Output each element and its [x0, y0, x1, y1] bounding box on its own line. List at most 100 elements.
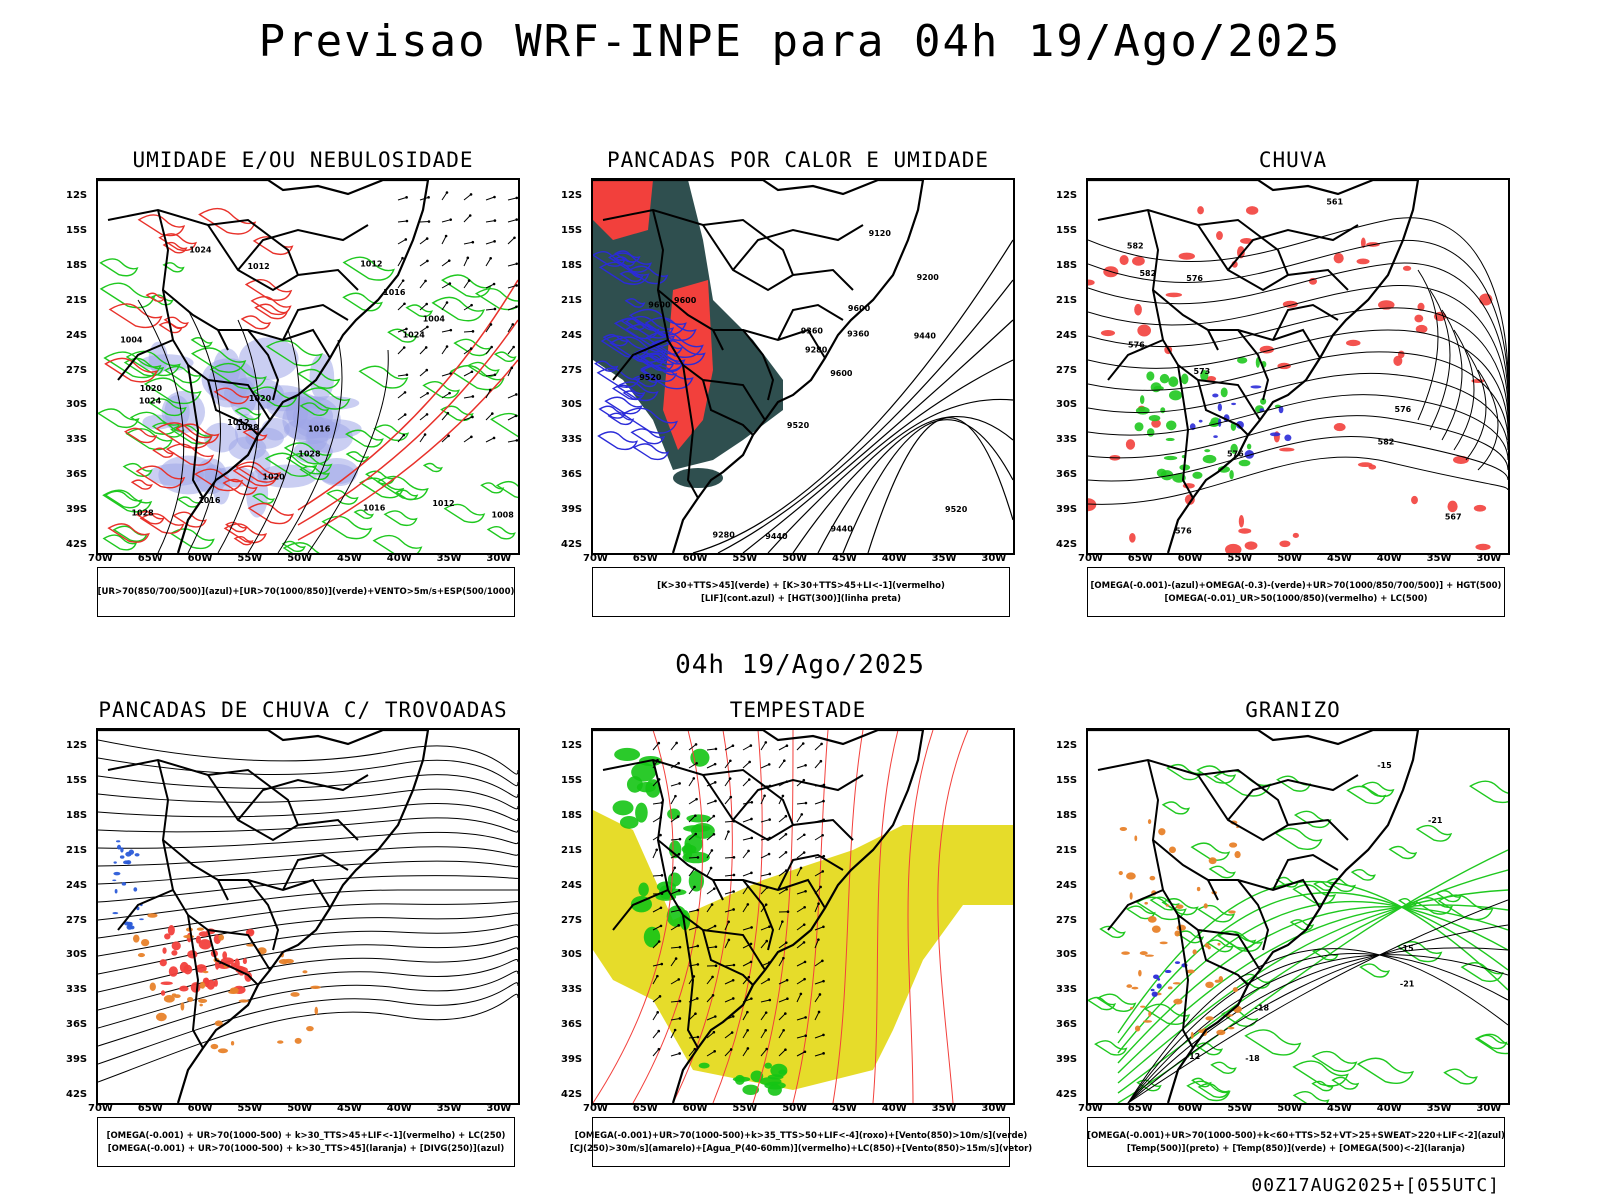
temp-500-line: [1127, 924, 1508, 1103]
wind-vector: [468, 214, 472, 217]
wind-850-area: [645, 779, 661, 798]
lif-contour: [624, 298, 646, 308]
wind-vector: [441, 346, 448, 355]
wind-vector: [742, 837, 752, 841]
rain-area: [1333, 253, 1344, 264]
omega-strong-area: [1236, 421, 1244, 429]
thickness-contour: [135, 510, 165, 525]
latitude-label: 21S: [66, 844, 88, 856]
wind-vector: [747, 975, 751, 979]
humidity-low-contour: [299, 402, 330, 416]
humidity-low-contour: [234, 407, 262, 421]
state-border: [742, 878, 826, 909]
omega-area: [1200, 370, 1209, 381]
rain-area: [1356, 258, 1370, 265]
wind-vector: [425, 368, 429, 372]
wind-vector: [706, 867, 712, 877]
state-border: [732, 224, 864, 271]
hail-area: [1150, 988, 1155, 992]
wind-vector: [470, 370, 474, 374]
latitude-label: 12S: [66, 190, 88, 201]
wind-vector: [728, 777, 732, 780]
wind-vector: [652, 963, 662, 967]
temp-500-line: [1127, 899, 1508, 1103]
temp-850-line: [1117, 904, 1508, 1074]
temp-850-contour: [1094, 1040, 1128, 1056]
omega-500-area: [1139, 951, 1148, 956]
divergence-area: [112, 912, 119, 915]
omega-500-area: [1165, 904, 1170, 907]
rain-area: [1447, 500, 1458, 513]
wind-vector: [441, 219, 451, 223]
contour-label: 1016: [198, 496, 221, 505]
wind-vector: [507, 306, 517, 311]
state-border: [207, 224, 359, 292]
coastline: [1088, 180, 1420, 553]
wind-vector: [803, 960, 807, 964]
wind-vector: [659, 924, 663, 928]
omega-area: [1181, 373, 1189, 385]
latitude-label: 30S: [1056, 949, 1078, 961]
latitude-label: 21S: [66, 294, 88, 306]
streamline: [98, 959, 518, 1029]
humidity-low-contour: [102, 489, 153, 513]
temp-850-contour: [1292, 1060, 1349, 1087]
wind-vector: [724, 1032, 733, 1039]
wind-vector: [692, 777, 696, 780]
rain-area: [1197, 206, 1204, 215]
wind-vector: [731, 997, 735, 1000]
lif-contour: [640, 364, 694, 390]
lif-contour: [597, 431, 639, 451]
wind-vector: [760, 1048, 768, 1057]
state-border: [1177, 364, 1194, 499]
divergence-area: [134, 853, 140, 857]
state-border: [1197, 379, 1249, 436]
wind-vector: [803, 1050, 807, 1054]
wind-vector: [778, 833, 787, 841]
omega-500-area: [1148, 1010, 1152, 1017]
legend-chuva: [OMEGA(-0.001)-(azul)+OMEGA(-0.3)-(verde…: [1087, 567, 1505, 617]
convective-area: [217, 1048, 229, 1054]
wind-vector: [804, 1016, 807, 1019]
wind-vector: [786, 910, 790, 914]
wind-vector: [729, 795, 733, 799]
wind-vector: [670, 795, 676, 805]
rain-area: [1417, 302, 1425, 311]
wind-vector: [652, 1012, 659, 1021]
thunderstorm-area: [168, 966, 178, 977]
streamline: [98, 875, 518, 903]
wind-vector: [397, 196, 407, 201]
temp-850-contour: [1361, 781, 1395, 797]
wind-vector: [652, 742, 660, 751]
omega-area: [1147, 428, 1155, 437]
wind-vector: [404, 238, 408, 241]
wind-vector: [768, 818, 771, 821]
omega-500-area: [1158, 828, 1166, 836]
wind-vector: [659, 906, 663, 910]
omega-500-area: [1167, 986, 1173, 990]
latitude-label: 15S: [561, 224, 583, 236]
wind-850-area: [688, 870, 705, 892]
longitude-label: 60W: [187, 1103, 213, 1114]
thunderstorm-area: [162, 947, 167, 954]
latitude-label: 33S: [561, 984, 583, 996]
wind-vector: [750, 817, 753, 821]
latitude-label: 42S: [1056, 539, 1078, 550]
longitude-label: 60W: [682, 1103, 708, 1114]
wind-vector: [652, 874, 663, 877]
wind-vector: [760, 742, 767, 751]
humidity-low-contour: [453, 338, 492, 357]
precipitable-water-line: [752, 730, 794, 1103]
state-border: [713, 879, 775, 951]
wind-vector: [688, 815, 696, 823]
wind-vector: [714, 747, 718, 751]
wind-vector: [706, 925, 716, 931]
wind-vector: [760, 979, 770, 985]
wind-vector: [785, 744, 789, 748]
streamline: [98, 993, 518, 1083]
legend-line: [OMEGA(-0.001)-(azul)+OMEGA(-0.3)-(verde…: [1090, 580, 1502, 591]
wind-vector: [674, 794, 677, 798]
latitude-label: 27S: [66, 364, 88, 376]
latitude-label: 30S: [66, 399, 88, 411]
wind-vector: [688, 1036, 699, 1039]
